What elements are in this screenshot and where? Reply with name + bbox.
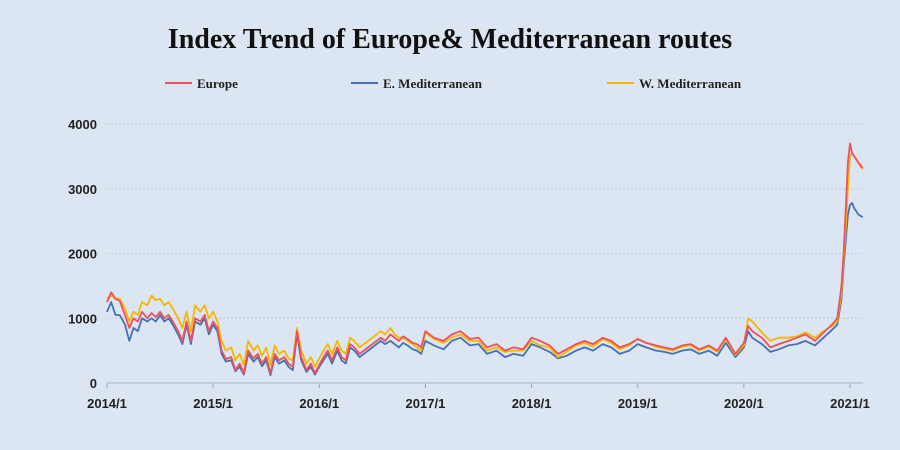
series-line-europe [106, 142, 864, 375]
x-tick-label: 2021/1 [830, 396, 870, 411]
legend-item-e-mediterranean: E. Mediterranean [351, 76, 483, 91]
legend-label-e-mediterranean: E. Mediterranean [383, 76, 483, 91]
legend: Europe E. Mediterranean W. Mediterranean [165, 76, 742, 91]
legend-label-europe: Europe [197, 76, 238, 91]
y-tick-label: 1000 [68, 311, 97, 326]
x-tick-label: 2014/1 [87, 396, 127, 411]
y-tick-label: 2000 [68, 247, 97, 262]
x-tick-label: 2016/1 [299, 396, 339, 411]
x-tick-label: 2015/1 [193, 396, 233, 411]
y-tick-label: 3000 [68, 182, 97, 197]
x-axis-ticks: 2014/1 2015/1 2016/1 2017/1 2018/1 2019/1 2020… [87, 383, 870, 411]
series-lines [106, 142, 864, 377]
x-tick-label: 2019/1 [618, 396, 658, 411]
x-tick-label: 2017/1 [406, 396, 446, 411]
x-tick-label: 2020/1 [724, 396, 764, 411]
chart-title: Index Trend of Europe& Mediterranean rou… [168, 24, 733, 55]
legend-item-w-mediterranean: W. Mediterranean [607, 76, 742, 91]
legend-label-w-mediterranean: W. Mediterranean [639, 76, 742, 91]
x-tick-label: 2018/1 [512, 396, 552, 411]
legend-item-europe: Europe [165, 76, 238, 91]
gridlines [107, 123, 863, 319]
series-line-w-mediterranean [106, 152, 864, 368]
y-tick-label: 0 [90, 376, 97, 391]
series-line-e-mediterranean [106, 202, 864, 377]
y-tick-label: 4000 [68, 117, 97, 132]
y-axis-ticks: 0 1000 2000 3000 4000 [68, 117, 97, 391]
